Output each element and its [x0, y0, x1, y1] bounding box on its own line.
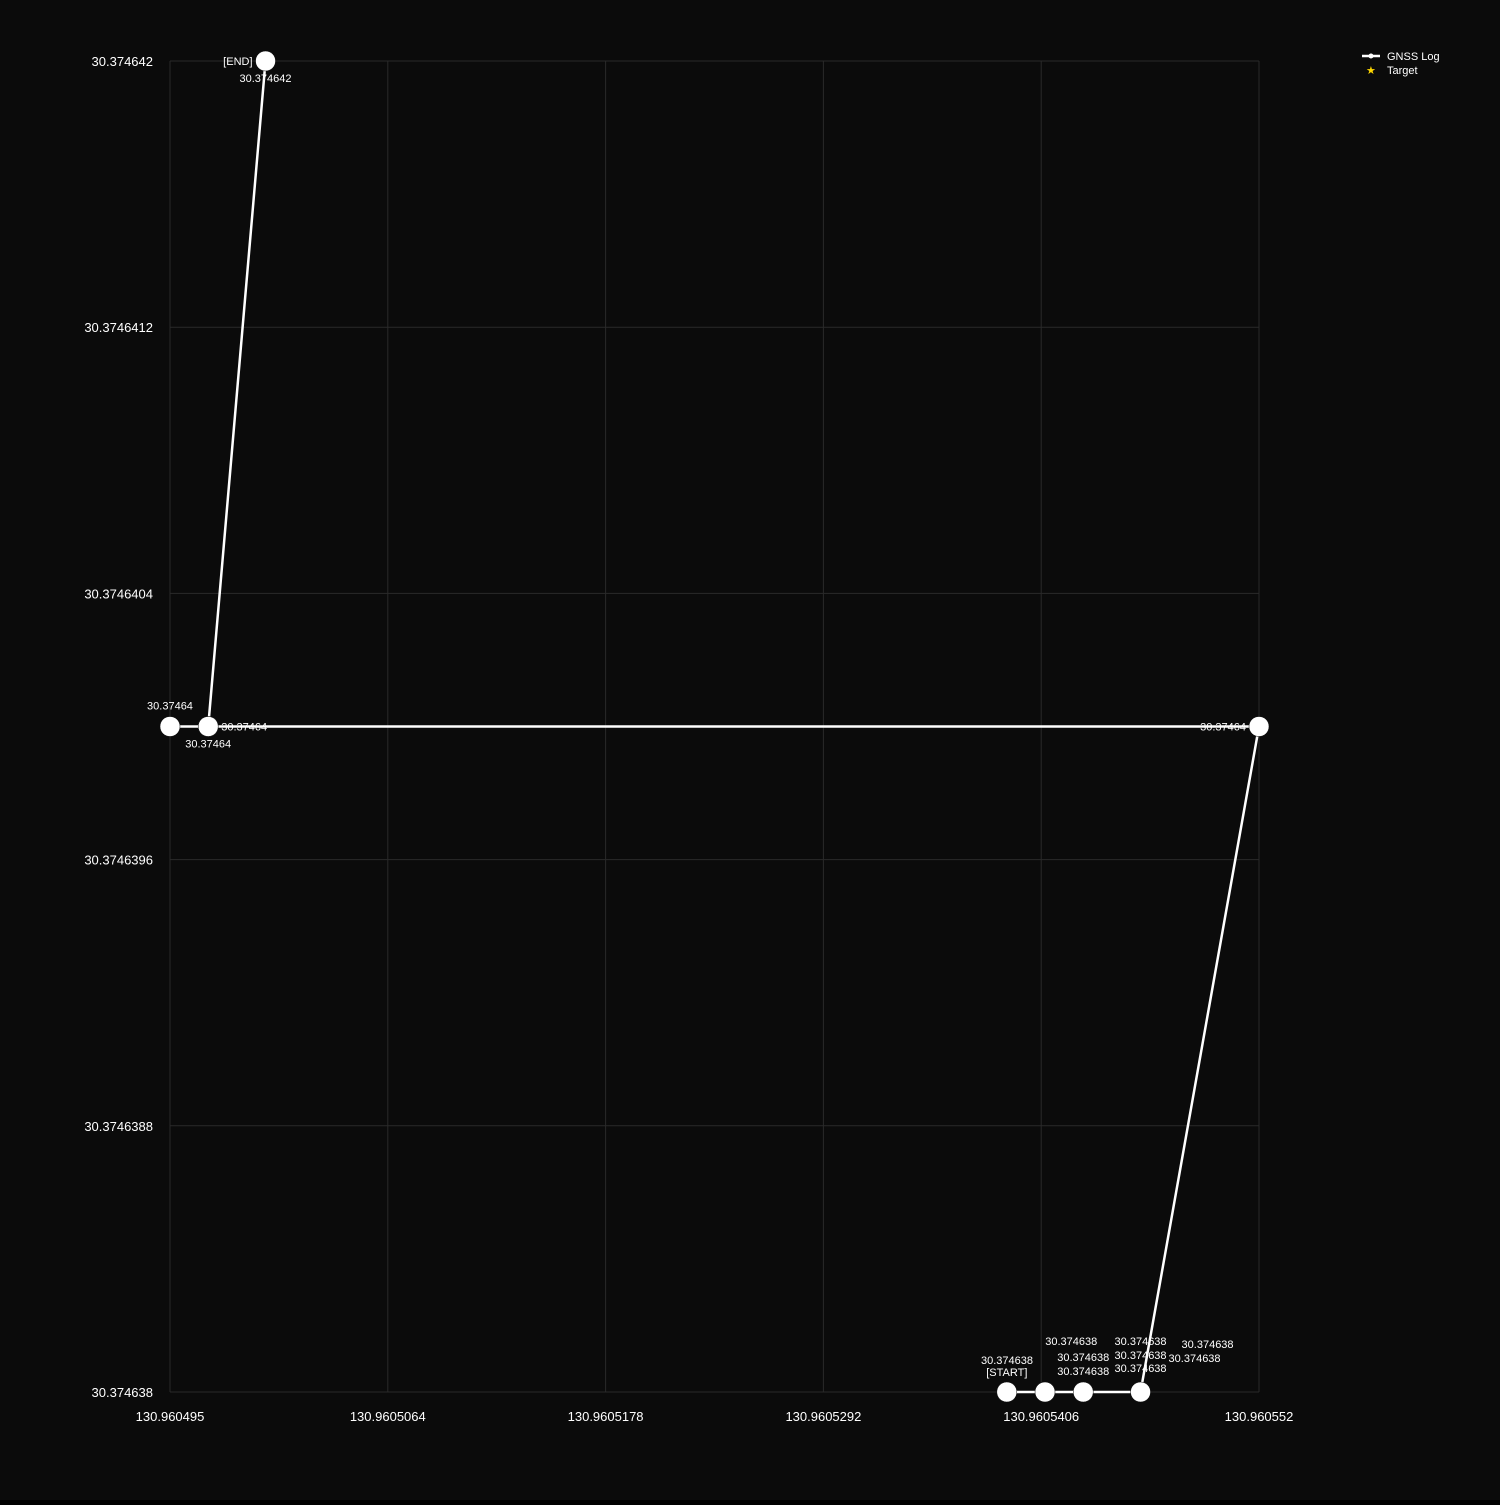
- legend-gnss-log: GNSS Log: [1387, 51, 1440, 63]
- y-tick-label: 30.3746404: [84, 586, 153, 601]
- track-point: [1248, 716, 1270, 737]
- legend: GNSS Log ★ Target: [1362, 51, 1440, 77]
- point-label: 30.374638: [1045, 1336, 1097, 1348]
- point-label: 30.37464: [185, 739, 231, 751]
- x-tick-label: 130.960495: [136, 1409, 205, 1424]
- x-tick-label: 130.960552: [1225, 1409, 1294, 1424]
- point-label: 30.37464: [1200, 722, 1246, 734]
- y-tick-label: 30.3746412: [84, 320, 153, 335]
- y-tick-label: 30.3746388: [84, 1119, 153, 1134]
- point-label: 30.374638: [1169, 1353, 1221, 1365]
- point-label: 30.37464: [147, 701, 193, 713]
- x-tick-label: 130.9605406: [1003, 1409, 1079, 1424]
- point-labels: [START]30.37463830.37463830.37463830.374…: [147, 56, 1246, 1379]
- legend-target: Target: [1387, 65, 1418, 77]
- point-label: 30.374638: [1115, 1363, 1167, 1375]
- x-tick-label: 130.9605178: [568, 1409, 644, 1424]
- track-point: [996, 1381, 1018, 1403]
- star-icon: ★: [1366, 65, 1376, 77]
- y-tick-label: 30.3746396: [84, 853, 153, 868]
- point-label: 30.374638: [1115, 1350, 1167, 1362]
- track-point: [1072, 1381, 1094, 1403]
- point-label: 30.374638: [1057, 1352, 1109, 1364]
- axis-tick-labels: 130.960495 130.9605064 130.9605178 130.9605…: [84, 54, 1293, 1424]
- track-line: [168, 60, 1261, 1394]
- track-point: [255, 50, 276, 72]
- point-label: [END]: [223, 56, 252, 68]
- x-tick-label: 130.9605064: [350, 1409, 426, 1424]
- point-label: 30.374638: [1057, 1366, 1109, 1378]
- gnss-track: [159, 50, 1270, 1403]
- track-point: [159, 716, 181, 737]
- track-point: [197, 716, 219, 737]
- point-label: 30.374638: [1182, 1339, 1234, 1351]
- track-point: [1130, 1381, 1151, 1403]
- point-label: [START]: [986, 1367, 1027, 1379]
- point-label: 30.374638: [1115, 1336, 1167, 1348]
- point-label: 30.37464: [221, 722, 267, 734]
- point-label: 30.374642: [240, 73, 292, 85]
- y-tick-label: 30.374642: [92, 54, 153, 69]
- point-label: 30.374638: [981, 1355, 1033, 1367]
- legend-marker-icon: [1368, 53, 1374, 59]
- y-tick-label: 30.374638: [92, 1385, 153, 1400]
- track-point: [1034, 1381, 1056, 1403]
- x-tick-label: 130.9605292: [785, 1409, 861, 1424]
